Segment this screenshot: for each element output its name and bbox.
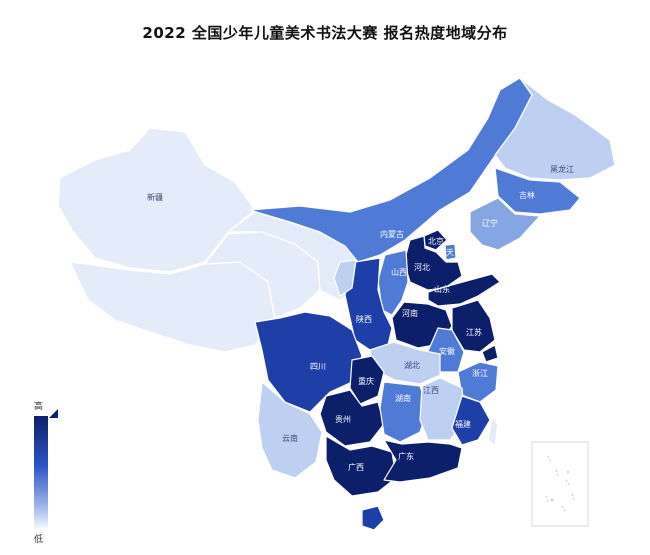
province-label-jiangsu: 江苏 bbox=[466, 327, 482, 337]
province-ningxia bbox=[333, 259, 357, 297]
province-label-beijing: 北京 bbox=[428, 236, 444, 246]
province-label-henan: 河南 bbox=[402, 308, 418, 318]
south-china-sea-inset bbox=[531, 441, 589, 527]
province-label-shanxi: 山西 bbox=[391, 267, 407, 277]
legend-gradient-bar bbox=[34, 416, 48, 528]
province-label-sichuan: 四川 bbox=[310, 362, 326, 371]
province-label-hubei: 湖北 bbox=[404, 361, 420, 370]
legend-marker-icon bbox=[49, 409, 58, 418]
province-label-hebei: 河北 bbox=[414, 262, 430, 272]
province-hainan bbox=[361, 505, 385, 531]
province-label-anhui: 安徽 bbox=[439, 346, 455, 356]
province-label-yunnan: 云南 bbox=[282, 433, 298, 443]
map-title: 2022 全国少年儿童美术书法大赛 报名热度地域分布 bbox=[142, 24, 508, 42]
province-label-chongqing: 重庆 bbox=[358, 376, 374, 386]
legend-low-label: 低 bbox=[34, 535, 44, 545]
province-label-guangxi: 广西 bbox=[348, 462, 364, 472]
province-guangxi bbox=[325, 435, 397, 497]
province-shandong bbox=[427, 273, 501, 307]
province-zhejiang bbox=[457, 361, 499, 403]
province-label-guizhou: 贵州 bbox=[335, 414, 351, 424]
province-xizang bbox=[69, 261, 276, 353]
province-xinjiang bbox=[57, 127, 256, 273]
province-liaoning bbox=[469, 197, 541, 251]
province-label-tianjin: 天 bbox=[446, 248, 454, 257]
province-label-jiangxi: 江西 bbox=[423, 386, 439, 395]
province-label-liaoning: 辽宁 bbox=[482, 218, 498, 228]
province-label-shandong: 山东 bbox=[434, 284, 450, 294]
province-tianjin bbox=[444, 243, 457, 261]
province-label-xinjiang: 新疆 bbox=[147, 192, 163, 202]
province-shanghai bbox=[481, 344, 499, 363]
province-label-zhejiang: 浙江 bbox=[472, 368, 488, 378]
province-label-heilongjiang: 黑龙江 bbox=[550, 164, 574, 174]
legend-high-label: 高 bbox=[34, 402, 44, 412]
province-hebei bbox=[403, 235, 463, 291]
province-yunnan bbox=[257, 381, 323, 479]
province-label-guangdong: 广东 bbox=[398, 451, 414, 461]
province-chongqing bbox=[349, 355, 385, 405]
province-taiwan bbox=[487, 417, 499, 447]
province-label-hunan: 湖南 bbox=[395, 393, 411, 403]
province-label-neimenggu: 内蒙古 bbox=[380, 229, 404, 239]
province-jilin bbox=[494, 167, 581, 215]
province-label-jilin: 吉林 bbox=[519, 190, 535, 200]
province-guizhou bbox=[319, 389, 385, 447]
province-guangdong bbox=[383, 439, 463, 483]
province-label-fujian: 福建 bbox=[455, 419, 471, 429]
province-heilongjiang bbox=[494, 77, 616, 181]
province-label-shaanxi: 陕西 bbox=[356, 314, 372, 324]
province-fujian bbox=[451, 395, 491, 446]
